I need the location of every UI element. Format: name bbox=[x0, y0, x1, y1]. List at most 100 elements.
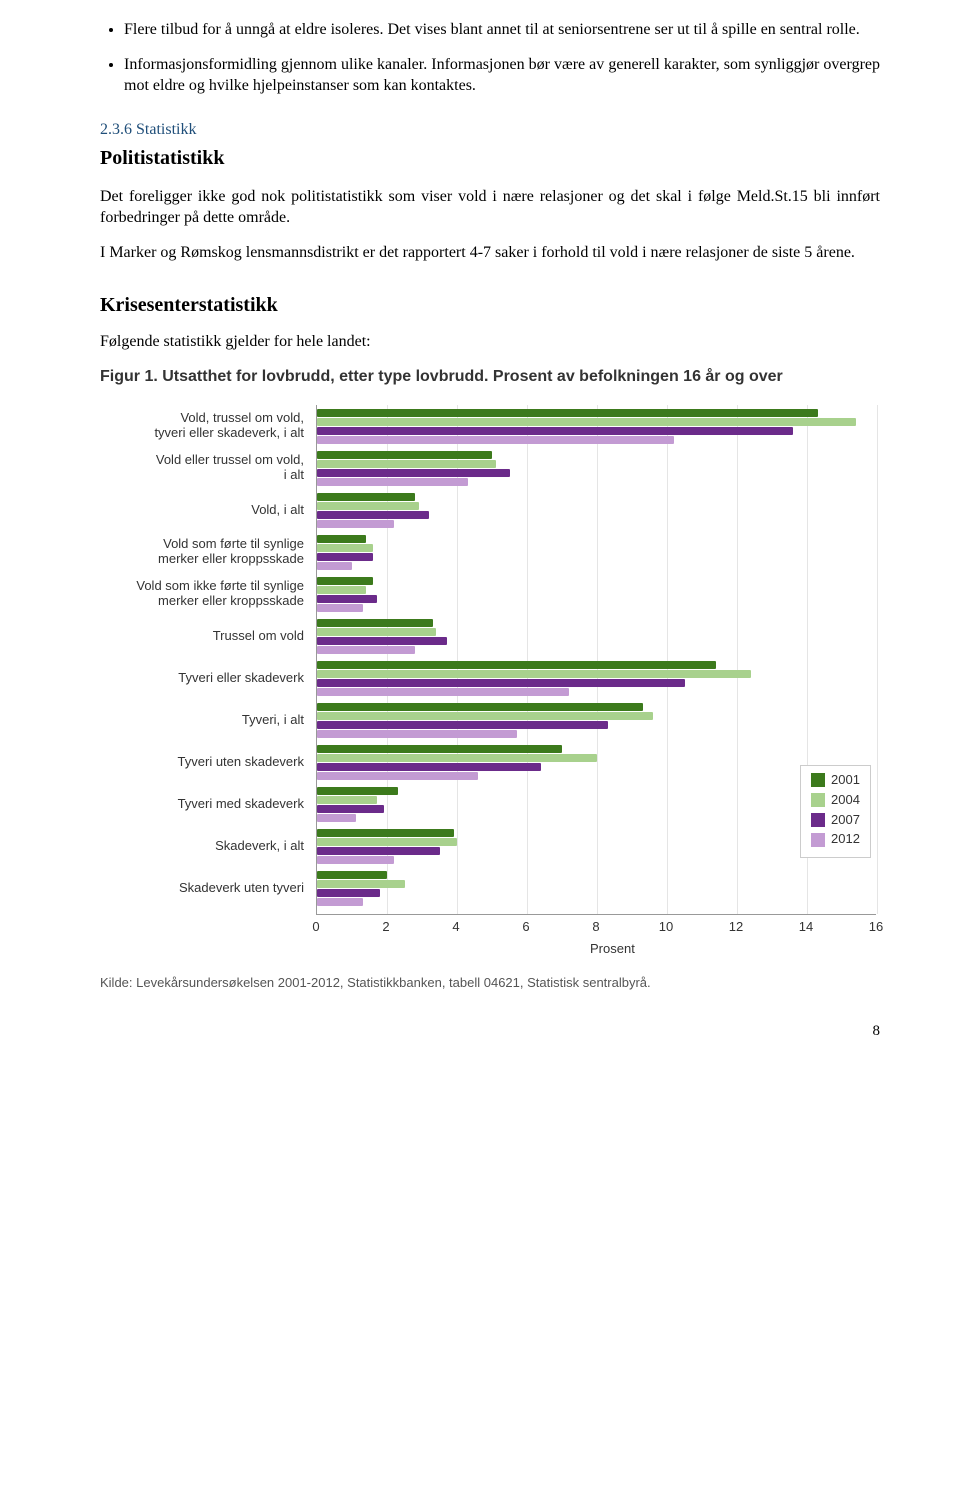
chart-bar bbox=[317, 730, 517, 738]
chart-bar bbox=[317, 814, 356, 822]
chart-x-tick: 14 bbox=[799, 919, 813, 936]
chart-bar bbox=[317, 754, 597, 762]
chart-bar bbox=[317, 688, 569, 696]
legend-item: 2001 bbox=[811, 772, 860, 789]
chart-bar bbox=[317, 646, 415, 654]
chart-bar bbox=[317, 805, 384, 813]
chart-bar bbox=[317, 604, 363, 612]
heading-krisesenterstatistikk: Krisesenterstatistikk bbox=[100, 292, 880, 318]
chart-x-tick: 8 bbox=[592, 919, 599, 936]
chart-bar bbox=[317, 619, 433, 627]
chart-bar bbox=[317, 427, 793, 435]
chart-category-label: Vold eller trussel om vold,i alt bbox=[94, 453, 304, 483]
chart-bar bbox=[317, 880, 405, 888]
chart-bar bbox=[317, 787, 398, 795]
legend-label: 2001 bbox=[831, 772, 860, 789]
chart-bar bbox=[317, 712, 653, 720]
chart-category-label: Vold som førte til synligemerker eller k… bbox=[94, 537, 304, 567]
chart-bar bbox=[317, 418, 856, 426]
chart-bar bbox=[317, 637, 447, 645]
chart-x-tick: 2 bbox=[382, 919, 389, 936]
chart-x-tick: 16 bbox=[869, 919, 883, 936]
chart-gridline bbox=[597, 405, 598, 914]
chart-bar bbox=[317, 436, 674, 444]
paragraph: Følgende statistikk gjelder for hele lan… bbox=[100, 332, 880, 353]
bullet-item: Informasjonsformidling gjennom ulike kan… bbox=[124, 55, 880, 97]
bullet-list: Flere tilbud for å unngå at eldre isoler… bbox=[100, 20, 880, 96]
chart-bar bbox=[317, 520, 394, 528]
chart-bar bbox=[317, 451, 492, 459]
chart-bar bbox=[317, 595, 377, 603]
bullet-item: Flere tilbud for å unngå at eldre isoler… bbox=[124, 20, 880, 41]
chart-category-label: Trussel om vold bbox=[94, 629, 304, 644]
chart-bar bbox=[317, 553, 373, 561]
chart-category-label: Tyveri eller skadeverk bbox=[94, 671, 304, 686]
legend-label: 2012 bbox=[831, 831, 860, 848]
page-number: 8 bbox=[100, 1022, 880, 1042]
chart-category-label: Tyveri uten skadeverk bbox=[94, 755, 304, 770]
chart-bar bbox=[317, 745, 562, 753]
chart-bar bbox=[317, 544, 373, 552]
chart-bar bbox=[317, 502, 419, 510]
chart-bar bbox=[317, 679, 685, 687]
chart-bar bbox=[317, 871, 387, 879]
chart-bar bbox=[317, 772, 478, 780]
chart-category-label: Vold som ikke førte til synligemerker el… bbox=[94, 579, 304, 609]
chart-category-label: Tyveri, i alt bbox=[94, 713, 304, 728]
chart-x-tick: 0 bbox=[312, 919, 319, 936]
paragraph: Det foreligger ikke god nok politistatis… bbox=[100, 187, 880, 229]
chart-x-tick: 6 bbox=[522, 919, 529, 936]
chart-bar bbox=[317, 478, 468, 486]
heading-politistatistikk: Politistatistikk bbox=[100, 145, 880, 171]
chart-bar bbox=[317, 511, 429, 519]
chart-category-label: Tyveri med skadeverk bbox=[94, 797, 304, 812]
legend-label: 2007 bbox=[831, 812, 860, 829]
paragraph: I Marker og Rømskog lensmannsdistrikt er… bbox=[100, 243, 880, 264]
legend-item: 2007 bbox=[811, 812, 860, 829]
chart-bar bbox=[317, 838, 457, 846]
chart-bar bbox=[317, 535, 366, 543]
legend-swatch bbox=[811, 793, 825, 807]
chart-bar bbox=[317, 856, 394, 864]
figure-title: Figur 1. Utsatthet for lovbrudd, etter t… bbox=[100, 366, 880, 388]
chart-gridline bbox=[737, 405, 738, 914]
chart-legend: 2001 2004 2007 2012 bbox=[800, 765, 871, 859]
chart-source: Kilde: Levekårsundersøkelsen 2001-2012, … bbox=[100, 975, 880, 992]
chart-gridline bbox=[667, 405, 668, 914]
chart-plot-area bbox=[316, 405, 876, 915]
legend-item: 2004 bbox=[811, 792, 860, 809]
legend-swatch bbox=[811, 833, 825, 847]
chart-x-tick: 4 bbox=[452, 919, 459, 936]
chart-bar bbox=[317, 628, 436, 636]
bar-chart: Vold, trussel om vold,tyveri eller skade… bbox=[100, 405, 880, 965]
chart-bar bbox=[317, 721, 608, 729]
chart-category-label: Skadeverk, i alt bbox=[94, 839, 304, 854]
chart-bar bbox=[317, 577, 373, 585]
chart-gridline bbox=[877, 405, 878, 914]
chart-bar bbox=[317, 562, 352, 570]
chart-bar bbox=[317, 460, 496, 468]
chart-bar bbox=[317, 829, 454, 837]
chart-bar bbox=[317, 586, 366, 594]
chart-category-label: Skadeverk uten tyveri bbox=[94, 881, 304, 896]
chart-bar bbox=[317, 847, 440, 855]
chart-bar bbox=[317, 409, 818, 417]
chart-bar bbox=[317, 670, 751, 678]
chart-bar bbox=[317, 493, 415, 501]
chart-bar bbox=[317, 796, 377, 804]
chart-bar bbox=[317, 469, 510, 477]
chart-bar bbox=[317, 898, 363, 906]
chart-bar bbox=[317, 889, 380, 897]
chart-bar bbox=[317, 763, 541, 771]
legend-item: 2012 bbox=[811, 831, 860, 848]
chart-bar bbox=[317, 661, 716, 669]
legend-swatch bbox=[811, 773, 825, 787]
chart-bar bbox=[317, 703, 643, 711]
legend-label: 2004 bbox=[831, 792, 860, 809]
chart-category-label: Vold, trussel om vold,tyveri eller skade… bbox=[94, 411, 304, 441]
chart-category-label: Vold, i alt bbox=[94, 503, 304, 518]
legend-swatch bbox=[811, 813, 825, 827]
chart-x-tick: 12 bbox=[729, 919, 743, 936]
chart-x-tick: 10 bbox=[659, 919, 673, 936]
chart-x-axis-label: Prosent bbox=[590, 941, 635, 958]
